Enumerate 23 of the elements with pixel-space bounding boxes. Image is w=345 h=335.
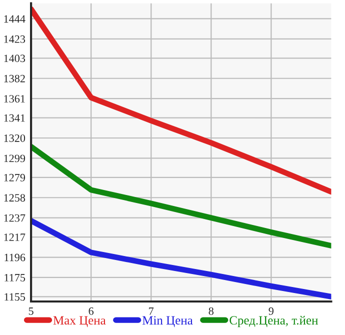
- y-tick-label: 1403: [4, 54, 26, 62]
- legend-label: Сред.Цена, т.йен: [230, 316, 318, 328]
- y-tick-label: 1155: [4, 293, 26, 301]
- x-tick-label: 5: [28, 307, 34, 315]
- legend-label: Min Цена: [142, 316, 193, 328]
- y-tick-label: 1320: [4, 134, 26, 142]
- y-tick-label: 1444: [4, 15, 26, 23]
- y-tick-label: 1279: [4, 174, 26, 182]
- y-tick-label: 1237: [4, 214, 26, 222]
- y-tick-label: 1196: [4, 254, 26, 262]
- y-tick-label: 1299: [4, 154, 26, 162]
- y-tick-label: 1175: [4, 274, 26, 282]
- y-tick-label: 1382: [4, 74, 25, 82]
- x-tick-label: 9: [268, 307, 274, 315]
- legend-label: Max Цена: [53, 316, 106, 328]
- y-tick-label: 1361: [4, 95, 25, 103]
- y-tick-label: 1341: [4, 114, 25, 122]
- y-tick-label: 1217: [4, 234, 26, 241]
- y-tick-label: 1258: [4, 194, 26, 202]
- y-tick-label: 1423: [4, 35, 26, 43]
- x-tick-label: 6: [88, 307, 94, 315]
- x-tick-label: 8: [208, 307, 214, 315]
- x-tick-label: 7: [149, 307, 154, 315]
